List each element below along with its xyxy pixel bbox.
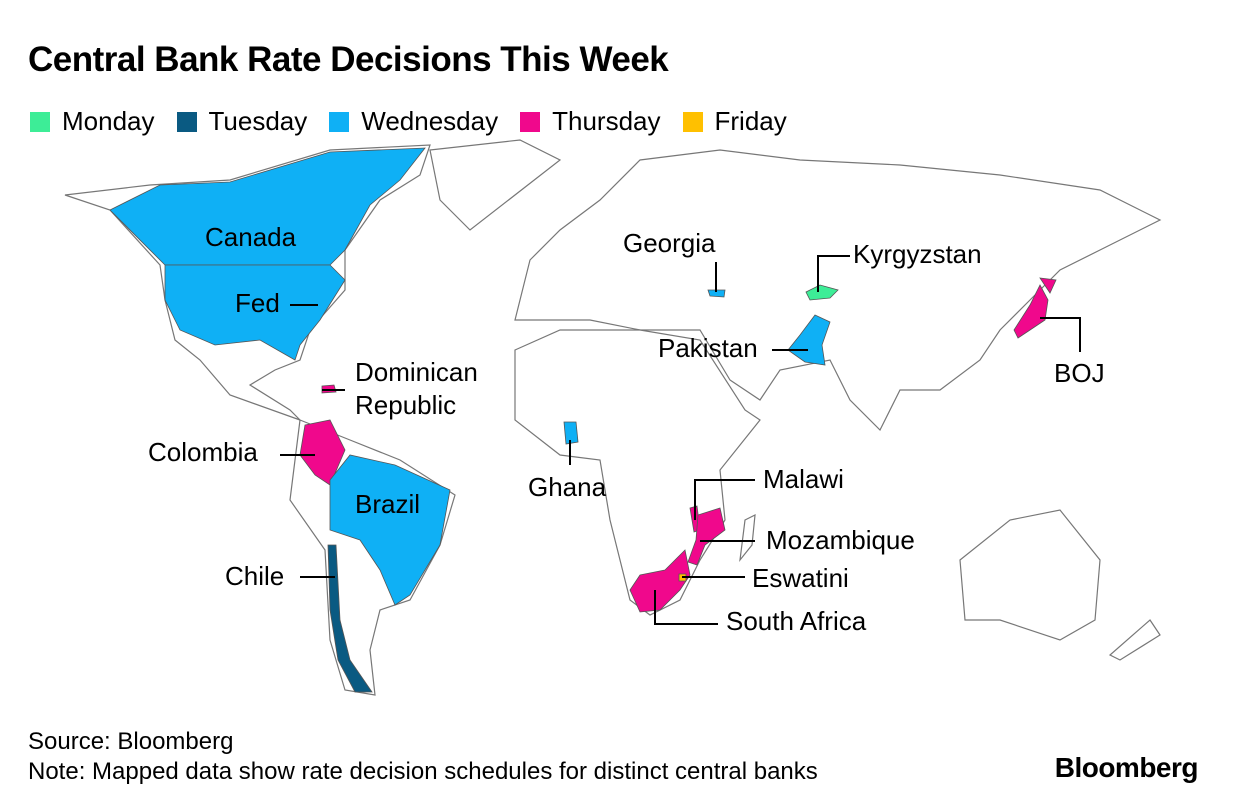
country xyxy=(327,544,373,693)
note: Note: Mapped data show rate decision sch… xyxy=(28,758,818,785)
country-label: Malawi xyxy=(763,464,844,494)
country xyxy=(707,289,726,298)
country xyxy=(109,147,426,266)
legend-label: Friday xyxy=(714,106,787,136)
country-label: Brazil xyxy=(355,489,421,519)
country-label: Ghana xyxy=(528,472,607,502)
legend-item: Monday xyxy=(30,106,155,137)
legend-item: Thursday xyxy=(520,106,661,137)
source: Source: Bloomberg xyxy=(28,728,234,755)
legend-swatch xyxy=(329,111,350,132)
country-label: Fed xyxy=(235,288,280,318)
australia xyxy=(959,509,1101,641)
country xyxy=(563,421,579,445)
country-label: Canada xyxy=(205,222,297,252)
country-label: Mozambique xyxy=(766,525,915,555)
country-label: Colombia xyxy=(148,437,258,467)
leader-line xyxy=(817,255,850,292)
legend: Monday Tuesday Wednesday Thursday Friday xyxy=(30,106,787,137)
country-label: Kyrgyzstan xyxy=(853,239,982,269)
country-label: Eswatini xyxy=(752,563,849,593)
legend-swatch xyxy=(520,111,541,132)
legend-item: Friday xyxy=(682,106,787,137)
leader-line xyxy=(694,479,755,520)
country-label: Dominican Republic xyxy=(355,357,478,420)
legend-label: Wednesday xyxy=(361,106,499,136)
country xyxy=(329,454,451,606)
brand: Bloomberg xyxy=(1054,752,1199,783)
madagascar xyxy=(739,513,756,563)
country xyxy=(164,264,346,361)
new-zealand xyxy=(1108,619,1161,661)
leader-line xyxy=(1040,317,1081,352)
greenland xyxy=(429,139,562,231)
country-label: Georgia xyxy=(623,228,716,258)
country xyxy=(787,314,831,366)
legend-item: Wednesday xyxy=(329,106,498,137)
legend-label: Thursday xyxy=(552,106,661,136)
legend-label: Monday xyxy=(62,106,155,136)
legend-label: Tuesday xyxy=(208,106,308,136)
country-label: Chile xyxy=(225,561,285,591)
legend-swatch xyxy=(682,111,703,132)
country-label: BOJ xyxy=(1054,358,1105,388)
countries xyxy=(109,147,1057,693)
legend-swatch xyxy=(30,111,50,132)
legend-item: Tuesday xyxy=(176,106,308,137)
country xyxy=(629,549,691,613)
country-label: South Africa xyxy=(726,606,867,636)
legend-swatch xyxy=(176,111,197,132)
country xyxy=(687,507,726,566)
leader-line xyxy=(654,590,718,625)
leader-lines xyxy=(280,255,1081,625)
country-label: Pakistan xyxy=(658,333,758,363)
title: Central Bank Rate Decisions This Week xyxy=(28,40,669,79)
country xyxy=(1013,277,1057,339)
